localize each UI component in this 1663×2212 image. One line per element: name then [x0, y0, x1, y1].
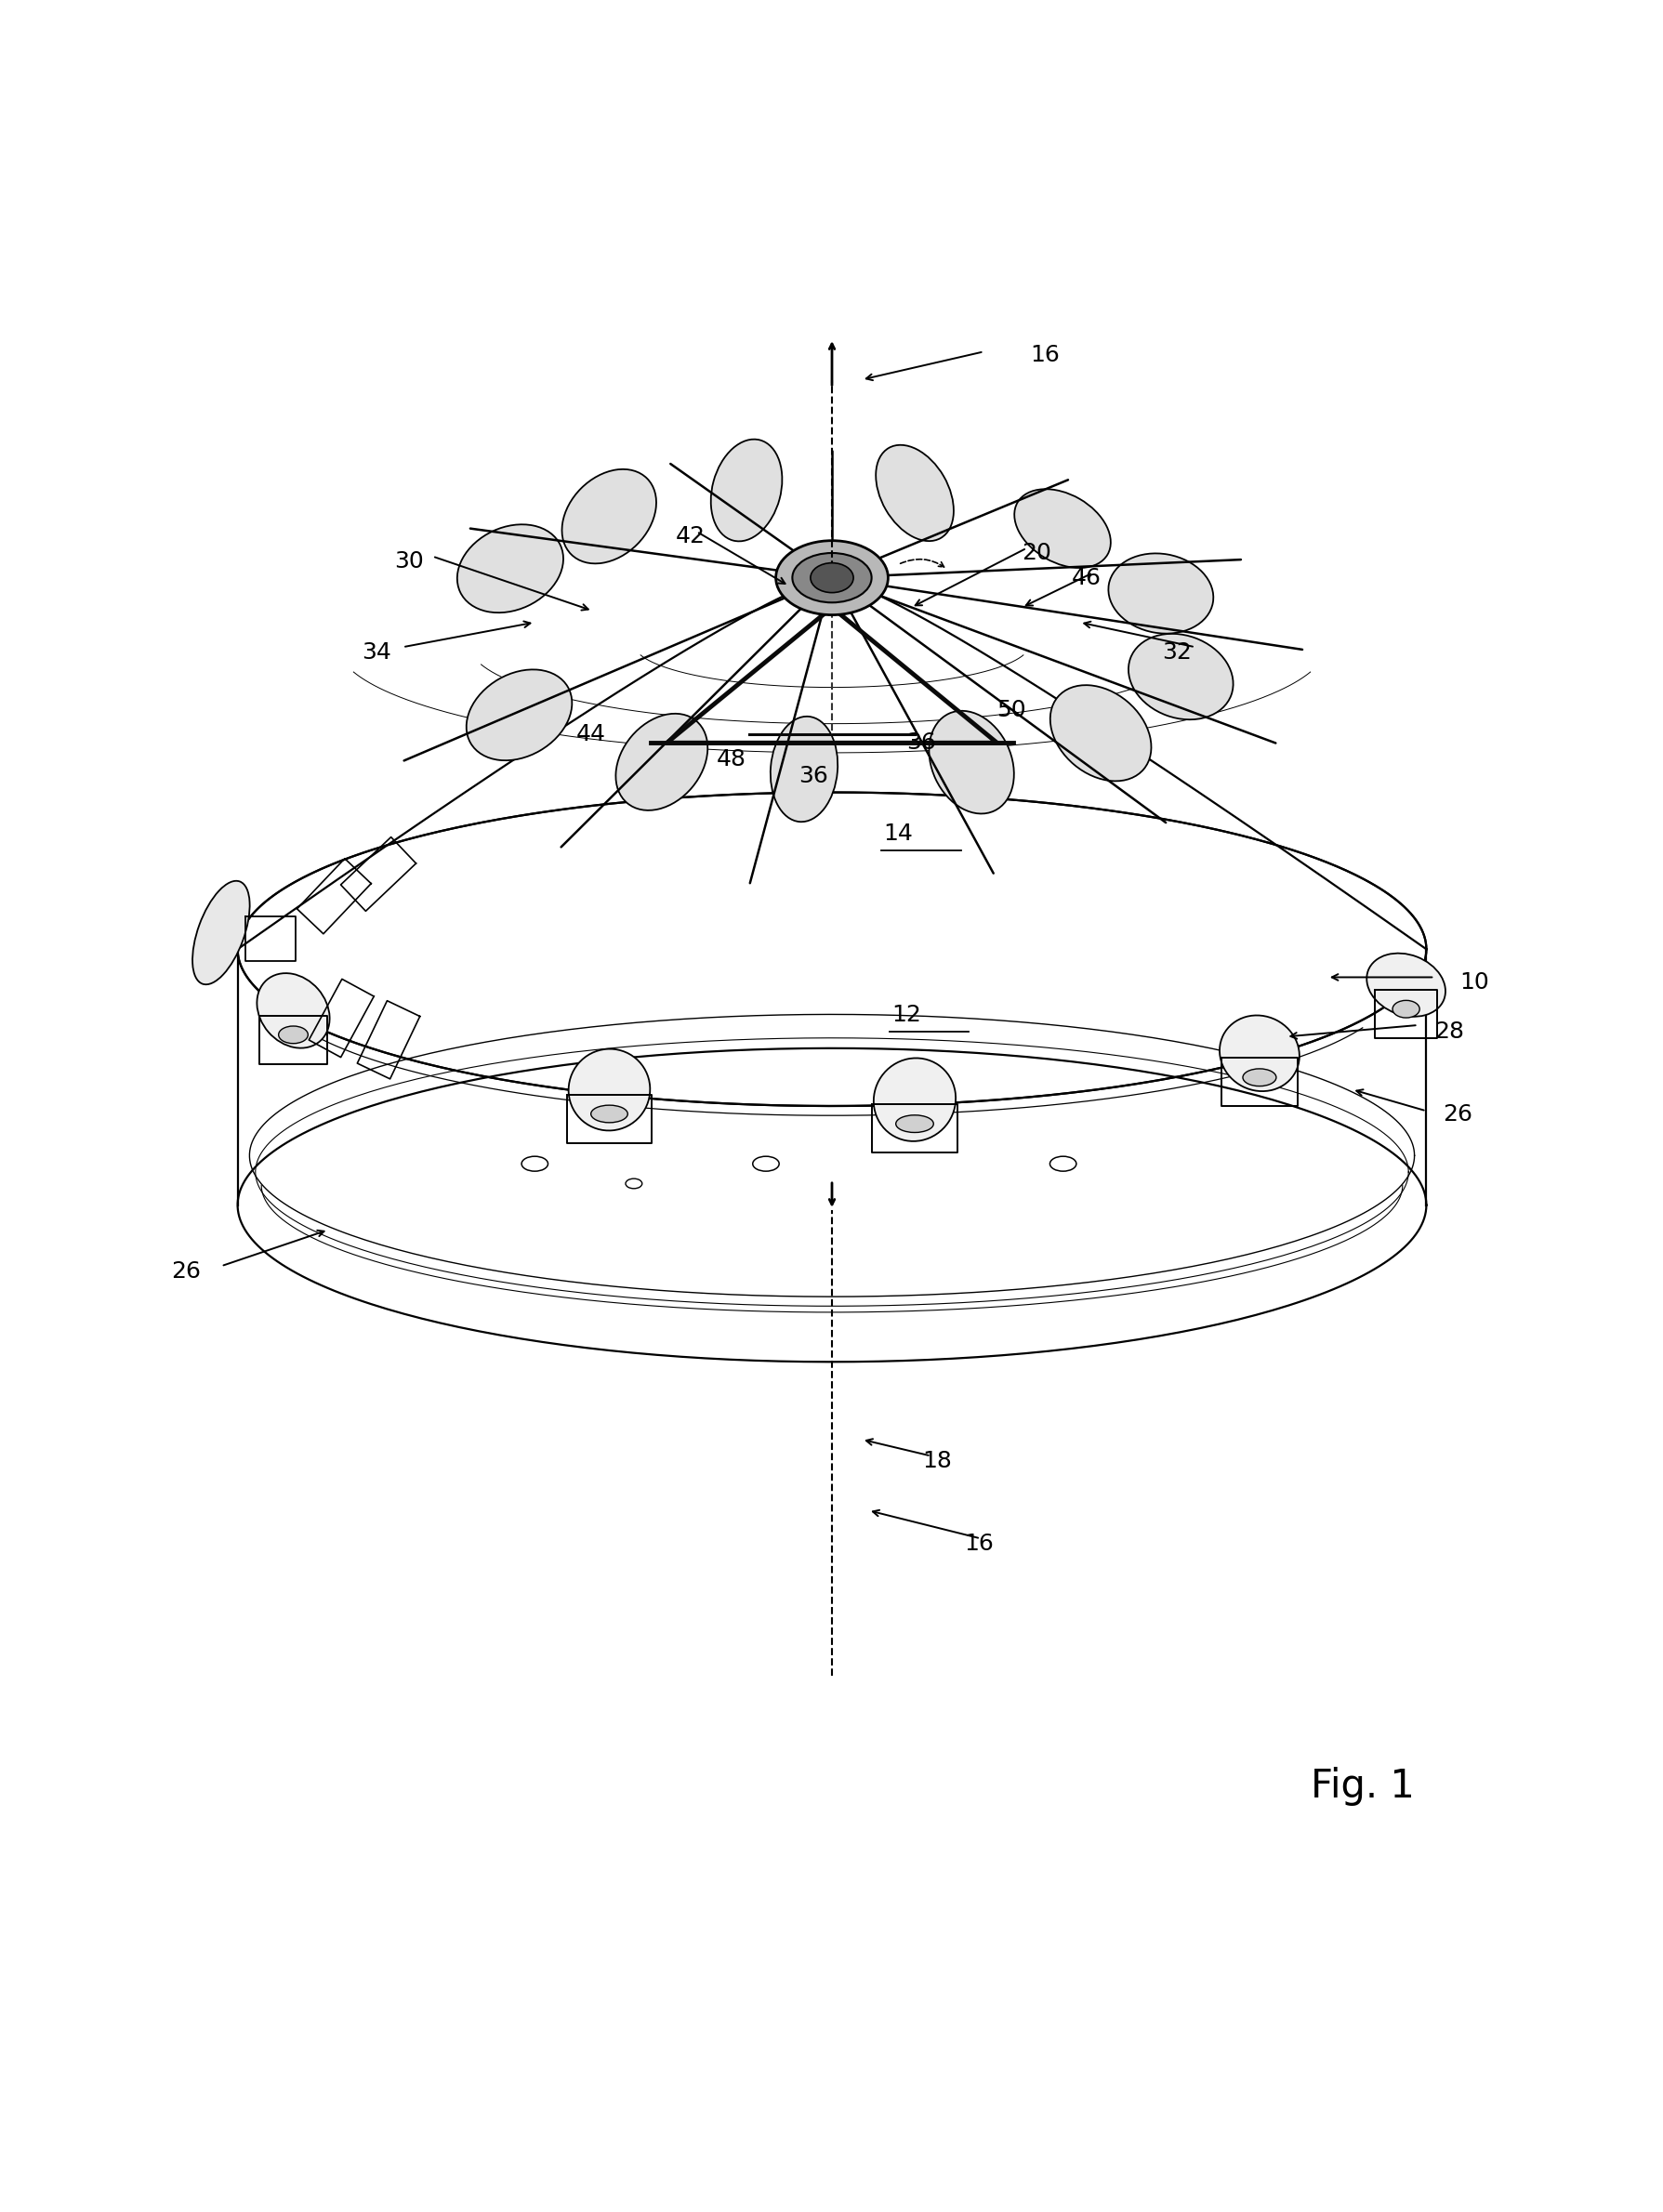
Ellipse shape [457, 524, 564, 613]
Text: 32: 32 [1161, 641, 1191, 664]
Ellipse shape [1049, 686, 1151, 781]
Text: 18: 18 [923, 1449, 951, 1471]
Ellipse shape [1219, 1015, 1299, 1091]
Ellipse shape [466, 670, 572, 761]
Text: 14: 14 [883, 823, 913, 845]
Ellipse shape [562, 469, 655, 564]
Ellipse shape [256, 973, 329, 1048]
Ellipse shape [193, 880, 249, 984]
Ellipse shape [1128, 635, 1232, 719]
Ellipse shape [770, 717, 836, 823]
Text: 28: 28 [1434, 1020, 1463, 1042]
Ellipse shape [590, 1106, 627, 1121]
Text: 16: 16 [963, 1533, 993, 1555]
Ellipse shape [775, 540, 888, 615]
Text: 34: 34 [361, 641, 391, 664]
Text: 42: 42 [675, 524, 705, 549]
Ellipse shape [1014, 489, 1111, 568]
Text: 44: 44 [575, 723, 605, 745]
Text: 48: 48 [717, 748, 745, 770]
Ellipse shape [278, 1026, 308, 1044]
Text: 50: 50 [996, 699, 1026, 721]
Ellipse shape [1108, 553, 1212, 633]
Ellipse shape [873, 1057, 955, 1141]
Ellipse shape [1365, 953, 1445, 1018]
Text: 26: 26 [1442, 1104, 1472, 1126]
Ellipse shape [1242, 1068, 1276, 1086]
Text: 30: 30 [394, 551, 424, 573]
Ellipse shape [810, 562, 853, 593]
Text: 46: 46 [1071, 566, 1101, 588]
Ellipse shape [615, 714, 707, 810]
Ellipse shape [895, 1115, 933, 1133]
Ellipse shape [1392, 1000, 1419, 1018]
Text: 36: 36 [798, 765, 828, 787]
Text: 10: 10 [1458, 971, 1488, 993]
Ellipse shape [710, 440, 782, 542]
Text: 36: 36 [906, 732, 935, 754]
Text: 20: 20 [1021, 542, 1051, 564]
Ellipse shape [928, 710, 1013, 814]
Ellipse shape [792, 553, 871, 602]
Text: 26: 26 [171, 1261, 201, 1283]
Ellipse shape [569, 1048, 650, 1130]
Text: 12: 12 [891, 1004, 921, 1026]
Text: Fig. 1: Fig. 1 [1310, 1767, 1414, 1805]
Ellipse shape [875, 445, 953, 542]
Text: 16: 16 [1029, 343, 1059, 365]
